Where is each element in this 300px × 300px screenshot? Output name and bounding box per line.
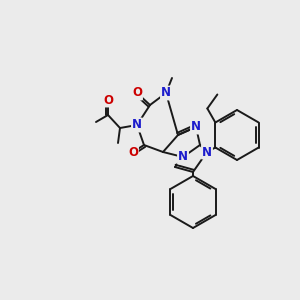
Text: O: O [128,146,138,158]
Text: N: N [191,121,201,134]
Text: N: N [132,118,142,131]
Text: N: N [161,86,171,100]
Text: N: N [202,146,212,158]
Text: N: N [178,151,188,164]
Text: O: O [103,94,113,106]
Text: O: O [132,86,142,100]
